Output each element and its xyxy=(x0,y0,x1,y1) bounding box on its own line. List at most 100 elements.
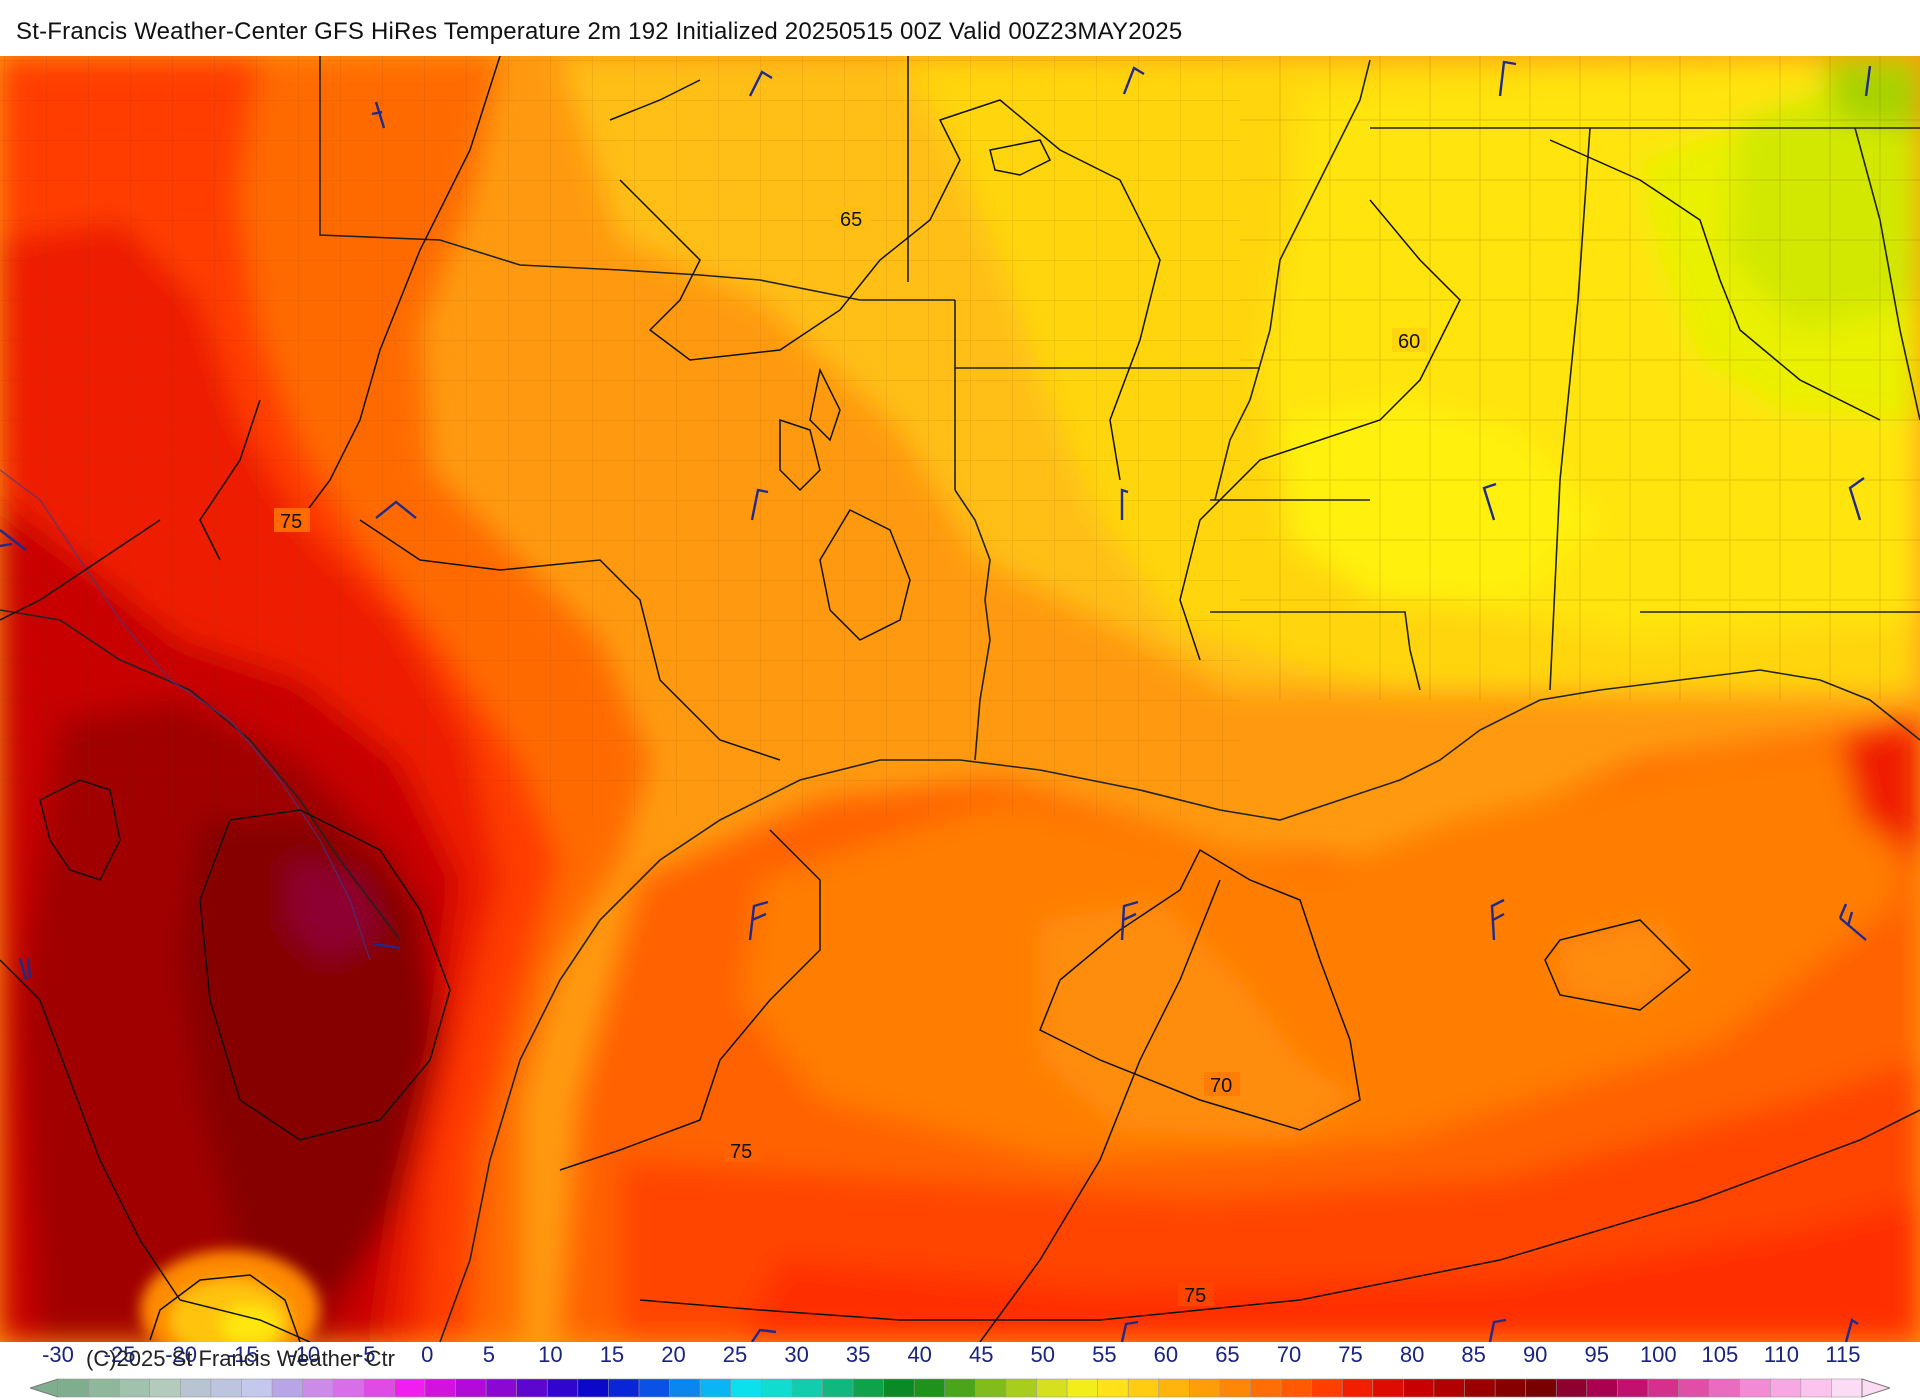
wind-barb xyxy=(1120,488,1129,520)
wind-barb xyxy=(1488,1318,1507,1342)
colorbar-swatch xyxy=(638,1378,671,1398)
colorbar-swatch xyxy=(455,1378,487,1398)
colorbar-tick-label: 20 xyxy=(661,1342,686,1367)
colorbar-tick-label: 50 xyxy=(1030,1342,1056,1367)
wind-barb xyxy=(1864,65,1872,97)
colorbar-swatch xyxy=(913,1378,946,1398)
colorbar-swatch xyxy=(1617,1378,1649,1398)
colorbar-swatch xyxy=(577,1378,610,1398)
colorbar-swatch xyxy=(1066,1378,1099,1398)
colorbar-tick-label: 110 xyxy=(1763,1342,1799,1367)
colorbar-swatch xyxy=(1739,1378,1772,1398)
colorbar-swatch xyxy=(1678,1378,1711,1398)
contour-labels: 65 60 75 70 75 75 xyxy=(274,206,1428,1307)
colorbar-swatch xyxy=(822,1378,854,1398)
wind-barb xyxy=(748,70,773,97)
state-boundaries xyxy=(0,56,1920,941)
colorbar-tick-label: 0 xyxy=(421,1342,434,1367)
colorbar-tick-label: 100 xyxy=(1639,1342,1677,1367)
colorbar-swatch xyxy=(546,1378,579,1398)
colorbar-swatch xyxy=(1769,1378,1802,1398)
colorbar-swatch xyxy=(1127,1378,1160,1398)
wind-barb xyxy=(375,500,417,519)
wind-barb xyxy=(1122,66,1145,95)
colorbar-swatch xyxy=(363,1378,396,1398)
colorbar-tick-label: 105 xyxy=(1701,1342,1739,1367)
coastline xyxy=(439,669,1920,1342)
wind-barb xyxy=(748,900,769,941)
colorbar-swatch xyxy=(516,1378,549,1398)
colorbar-swatch xyxy=(210,1378,243,1398)
wind-barb xyxy=(0,529,27,551)
copyright-text: (C)2025 St Francis Weather Ctr xyxy=(86,1346,395,1371)
colorbar-swatch xyxy=(699,1378,732,1398)
temperature-map: 65 60 75 70 75 75 xyxy=(0,56,1920,1342)
temperature-colorbar xyxy=(30,1378,1890,1398)
wind-barb xyxy=(1120,900,1139,941)
colorbar-swatch xyxy=(1525,1378,1558,1398)
colorbar-swatch xyxy=(608,1378,640,1398)
colorbar-swatch xyxy=(1403,1378,1435,1398)
wind-barb xyxy=(1120,1320,1139,1342)
colorbar-tick-label: 85 xyxy=(1461,1342,1486,1367)
colorbar-swatch xyxy=(852,1378,885,1398)
colorbar-swatch xyxy=(118,1378,151,1398)
colorbar-swatch xyxy=(1494,1378,1527,1398)
colorbar-max-arrow xyxy=(1861,1378,1890,1398)
colorbar-tick-label: -25 xyxy=(103,1342,136,1367)
colorbar-swatch xyxy=(88,1378,121,1398)
colorbar-tick-label: 75 xyxy=(1338,1342,1363,1367)
colorbar-swatch xyxy=(57,1378,90,1398)
colorbar-swatch xyxy=(1708,1378,1741,1398)
contour-label-65: 65 xyxy=(840,209,862,231)
wind-barb xyxy=(751,1328,777,1342)
county-grid xyxy=(0,56,1240,816)
colorbar-tick-label: 115 xyxy=(1825,1342,1861,1367)
colorbar-swatch xyxy=(1831,1378,1863,1398)
colorbar-tick-label: 35 xyxy=(845,1342,871,1367)
colorbar-tick-label: 10 xyxy=(538,1342,563,1367)
colorbar-swatch xyxy=(485,1378,518,1398)
wind-barbs xyxy=(0,60,1872,1342)
river-line xyxy=(0,469,371,961)
colorbar-swatch xyxy=(974,1378,1007,1398)
colorbar-tick-label: 90 xyxy=(1522,1342,1548,1367)
colorbar-tick-labels: -30 -25 -20 -15 -10 -5 0 5 10 15 20 25 30 35 40 45 50 55 6… xyxy=(0,1342,1920,1372)
wind-barb xyxy=(1482,482,1497,521)
colorbar-swatch xyxy=(760,1378,793,1398)
wind-barb xyxy=(373,942,401,950)
colorbar-tick-label: 25 xyxy=(722,1342,748,1367)
colorbar-swatch xyxy=(1800,1378,1833,1398)
colorbar-swatch xyxy=(424,1378,457,1398)
wind-barb xyxy=(750,488,769,521)
wind-barb xyxy=(1498,60,1517,97)
colorbar-swatch xyxy=(1097,1378,1130,1398)
colorbar-min-arrow xyxy=(30,1378,59,1398)
colorbar-tick-label: -20 xyxy=(165,1342,197,1367)
colorbar-swatch xyxy=(241,1378,273,1398)
contour-label-75-south: 75 xyxy=(1184,1285,1206,1307)
colorbar-tick-label: 45 xyxy=(969,1342,994,1367)
colorbar-swatch xyxy=(1647,1378,1680,1398)
colorbar-swatch xyxy=(1280,1378,1313,1398)
map-title: St-Francis Weather-Center GFS HiRes Temp… xyxy=(16,18,1183,45)
colorbar-tick-label: 65 xyxy=(1215,1342,1240,1367)
colorbar-swatch xyxy=(1433,1378,1466,1398)
wind-barb xyxy=(1838,903,1867,941)
county-grid-east xyxy=(1240,56,1920,700)
contour-label-60: 60 xyxy=(1398,331,1420,353)
wind-barb xyxy=(18,957,32,981)
colorbar-swatch xyxy=(1036,1378,1068,1398)
colorbar-swatch xyxy=(1189,1378,1221,1398)
colorbar-swatch xyxy=(180,1378,212,1398)
colorbar-tick-label: -5 xyxy=(355,1342,376,1367)
colorbar-tick-label: -15 xyxy=(226,1342,259,1367)
colorbar-swatch xyxy=(1464,1378,1496,1398)
colorbar-swatch xyxy=(332,1378,365,1398)
temperature-contours xyxy=(0,56,1920,1342)
colorbar-tick-label: 5 xyxy=(482,1342,495,1367)
colorbar-swatch xyxy=(1005,1378,1038,1398)
wind-barb xyxy=(371,101,386,129)
colorbar-swatch xyxy=(944,1378,977,1398)
colorbar-tick-label: 95 xyxy=(1584,1342,1609,1367)
